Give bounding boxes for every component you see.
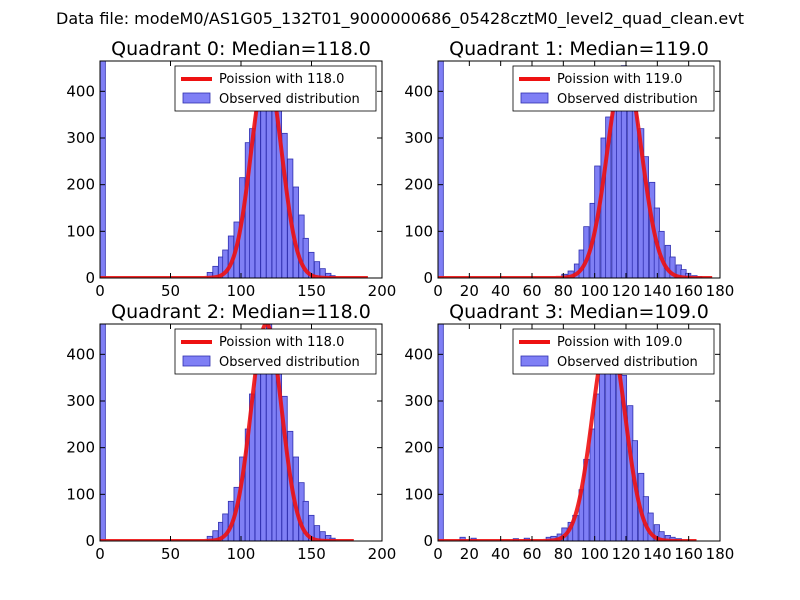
x-tick-label: 200 xyxy=(368,282,397,300)
x-tick-label: 100 xyxy=(580,545,609,563)
poisson-curve xyxy=(438,66,714,278)
y-tick-label: 200 xyxy=(66,439,95,457)
x-tick-label: 20 xyxy=(460,545,479,563)
x-tick-label: 50 xyxy=(161,545,180,563)
legend-line-label: Poission with 109.0 xyxy=(557,335,682,350)
legend: Poission with 119.0 Observed distribution xyxy=(512,65,715,112)
histogram-bar-16 xyxy=(642,156,649,278)
y-tick-label: 0 xyxy=(85,269,95,287)
histogram-bar-0 xyxy=(100,61,106,278)
histogram-bar-9 xyxy=(605,116,612,278)
legend-box xyxy=(174,65,377,112)
y-tick-label: 200 xyxy=(404,176,433,194)
legend-line-label: Poission with 118.0 xyxy=(219,72,344,87)
y-tick-label: 0 xyxy=(423,269,433,287)
x-tick-label: 0 xyxy=(95,545,105,563)
x-tick-label: 140 xyxy=(643,545,672,563)
legend: Poission with 109.0 Observed distribution xyxy=(512,328,715,375)
y-tick-label: 0 xyxy=(423,532,433,550)
x-tick-label: 100 xyxy=(580,282,609,300)
legend-line-label: Poission with 118.0 xyxy=(219,335,344,350)
histogram-bar-10 xyxy=(254,102,261,278)
histogram-bar-26 xyxy=(658,531,665,541)
y-tick-label: 200 xyxy=(404,439,433,457)
histogram-bar-11 xyxy=(260,81,267,278)
legend: Poission with 118.0 Observed distribution xyxy=(174,65,377,112)
histogram-bar-19 xyxy=(620,374,628,541)
subplot-title: Quadrant 2: Median=118.0 xyxy=(111,301,371,323)
y-tick-label: 300 xyxy=(404,392,433,410)
subplot-title: Quadrant 3: Median=109.0 xyxy=(449,301,709,323)
y-tick-label: 0 xyxy=(85,532,95,550)
x-tick-label: 100 xyxy=(227,545,256,563)
histogram-bar-10 xyxy=(254,363,261,541)
x-tick-label: 160 xyxy=(674,545,703,563)
x-tick-label: 0 xyxy=(95,282,105,300)
y-tick-label: 100 xyxy=(66,485,95,503)
legend-hist-label: Observed distribution xyxy=(557,355,698,370)
axes-frame xyxy=(437,323,721,542)
legend-line-label: Poission with 119.0 xyxy=(557,72,682,87)
legend-hist-label: Observed distribution xyxy=(557,92,698,107)
x-tick-label: 80 xyxy=(554,282,573,300)
legend-hist-label: Observed distribution xyxy=(219,355,360,370)
x-tick-label: 40 xyxy=(491,282,510,300)
axes-frame xyxy=(437,60,721,279)
y-tick-label: 300 xyxy=(66,392,95,410)
legend-hist-swatch xyxy=(182,355,211,367)
legend-hist-label: Observed distribution xyxy=(219,92,360,107)
figure-title: Data file: modeM0/AS1G05_132T01_90000006… xyxy=(56,9,744,29)
y-tick-label: 100 xyxy=(404,222,433,240)
y-tick-label: 400 xyxy=(404,82,433,100)
x-tick-label: 180 xyxy=(706,545,735,563)
legend-box xyxy=(174,328,377,375)
x-tick-label: 50 xyxy=(161,282,180,300)
x-tick-label: 140 xyxy=(643,282,672,300)
histogram-bar-15 xyxy=(598,363,606,541)
legend: Poission with 118.0 Observed distribution xyxy=(174,328,377,375)
subplot-title: Quadrant 1: Median=119.0 xyxy=(449,38,709,60)
x-tick-label: 0 xyxy=(433,545,443,563)
y-tick-label: 100 xyxy=(404,485,433,503)
subplot-title: Quadrant 0: Median=118.0 xyxy=(111,38,371,60)
y-tick-label: 300 xyxy=(66,129,95,147)
x-tick-label: 200 xyxy=(368,545,397,563)
y-tick-label: 300 xyxy=(404,129,433,147)
legend-box xyxy=(512,328,715,375)
subplot-quadrant-3: 0 20 40 60 80 100 120 140 160 1800100200300400Qua… xyxy=(404,301,734,563)
x-tick-label: 120 xyxy=(612,545,641,563)
legend-hist-swatch xyxy=(520,92,549,104)
histogram-bar-0 xyxy=(438,61,444,278)
poisson-curve xyxy=(438,331,698,541)
legend-box xyxy=(512,65,715,112)
x-tick-label: 40 xyxy=(491,545,510,563)
y-tick-label: 100 xyxy=(66,222,95,240)
y-tick-label: 400 xyxy=(66,345,95,363)
legend-hist-swatch xyxy=(182,92,211,104)
x-tick-label: 160 xyxy=(674,282,703,300)
x-tick-label: 80 xyxy=(554,545,573,563)
subplot-quadrant-2: 0 50 100 150 200 0 100 200 300 400 Quadrant 2: Med… xyxy=(66,301,396,563)
data-layer xyxy=(438,61,714,278)
x-tick-label: 0 xyxy=(433,282,443,300)
x-tick-label: 60 xyxy=(522,282,541,300)
legend-hist-swatch xyxy=(520,355,549,367)
x-tick-label: 150 xyxy=(297,282,326,300)
x-tick-label: 20 xyxy=(460,282,479,300)
x-tick-label: 120 xyxy=(612,282,641,300)
y-tick-label: 200 xyxy=(66,176,95,194)
y-tick-label: 400 xyxy=(404,345,433,363)
subplot-quadrant-1: 0 20 40 60 80 100 120 140 160 1800100200300400Qua… xyxy=(404,38,734,300)
x-tick-label: 60 xyxy=(522,545,541,563)
histogram-bar-0 xyxy=(100,324,106,541)
x-tick-label: 180 xyxy=(706,282,735,300)
subplot-quadrant-0: 0 50 100 150 200 0 100 200 300 400 Quadrant 0: Med… xyxy=(66,38,396,300)
histogram-bar-0 xyxy=(438,324,444,541)
y-tick-label: 400 xyxy=(66,82,95,100)
x-tick-label: 150 xyxy=(297,545,326,563)
histogram-bar-21 xyxy=(669,256,676,278)
x-tick-label: 100 xyxy=(227,282,256,300)
